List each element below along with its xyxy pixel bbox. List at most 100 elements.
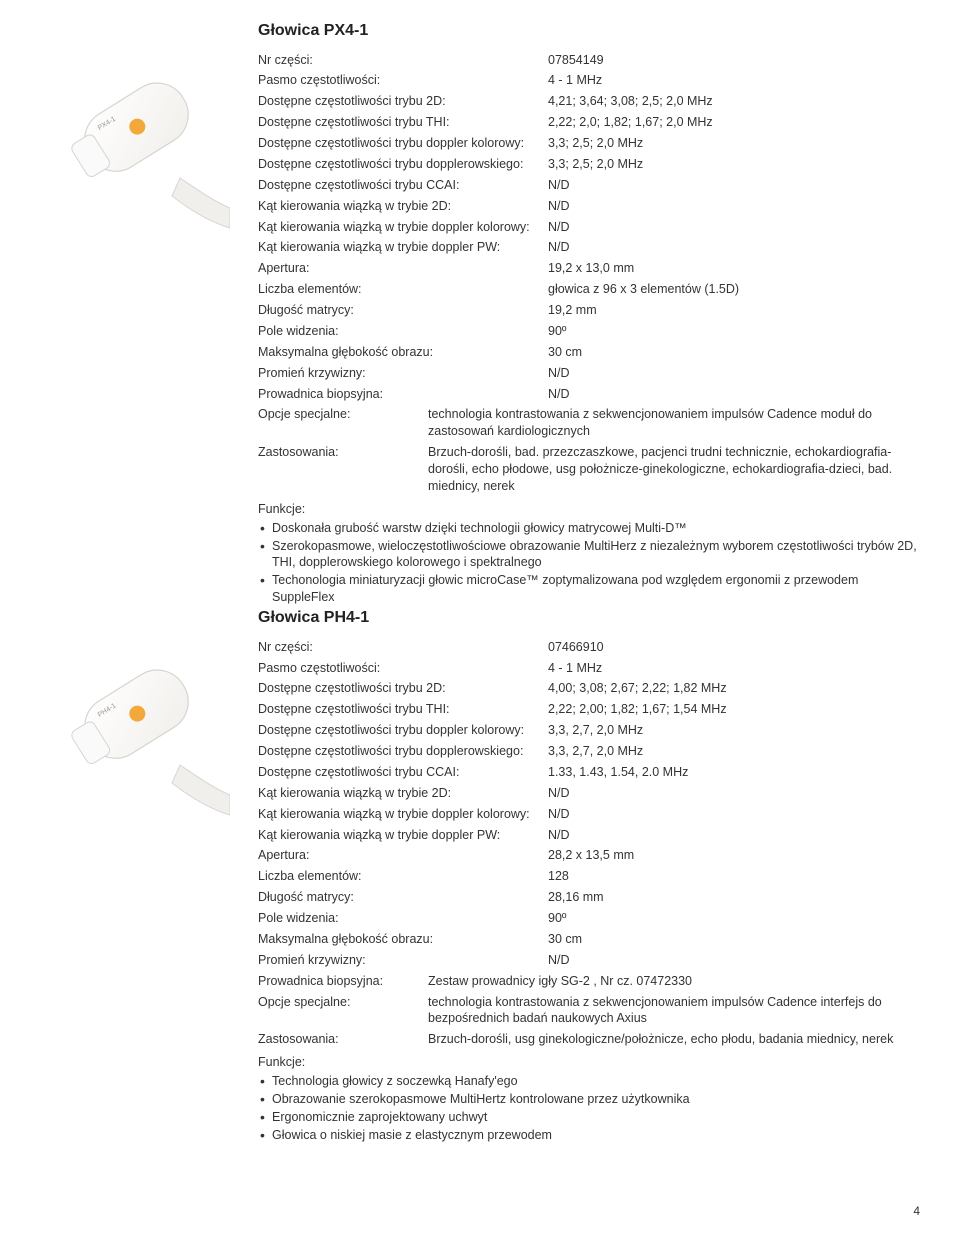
probe-icon: PX4-1 xyxy=(30,30,230,230)
spec-value: 90º xyxy=(548,323,920,340)
function-item: Doskonała grubość warstw dzięki technolo… xyxy=(258,520,920,537)
spec-label: Nr części: xyxy=(258,639,548,656)
spec-row: Dostępne częstotliwości trybu THI:2,22; … xyxy=(258,112,920,133)
spec-value: N/D xyxy=(548,806,920,823)
spec-value: N/D xyxy=(548,239,920,256)
spec-label: Prowadnica biopsyjna: xyxy=(258,386,548,403)
spec-value: 3,3; 2,5; 2,0 MHz xyxy=(548,156,920,173)
function-item: Ergonomicznie zaprojektowany uchwyt xyxy=(258,1109,920,1126)
spec-row: Promień krzywizny:N/D xyxy=(258,363,920,384)
spec-label: Dostępne częstotliwości trybu dopplerows… xyxy=(258,156,548,173)
function-item: Obrazowanie szerokopasmowe MultiHertz ko… xyxy=(258,1091,920,1108)
spec-row: Dostępne częstotliwości trybu CCAI:1.33,… xyxy=(258,762,920,783)
spec-row: Dostępne częstotliwości trybu CCAI:N/D xyxy=(258,175,920,196)
spec-label: Pole widzenia: xyxy=(258,323,548,340)
spec-label: Dostępne częstotliwości trybu doppler ko… xyxy=(258,135,548,152)
spec-label: Promień krzywizny: xyxy=(258,952,548,969)
spec-value: Zestaw prowadnicy igły SG-2 , Nr cz. 074… xyxy=(428,973,920,990)
spec-label: Liczba elementów: xyxy=(258,281,548,298)
spec-label: Liczba elementów: xyxy=(258,868,548,885)
spec-value: 4 - 1 MHz xyxy=(548,660,920,677)
spec-value: 28,16 mm xyxy=(548,889,920,906)
spec-value: 3,3, 2,7, 2,0 MHz xyxy=(548,743,920,760)
spec-value: N/D xyxy=(548,365,920,382)
spec-label: Prowadnica biopsyjna: xyxy=(258,973,428,990)
function-item: Szerokopasmowe, wieloczęstotliwościowe o… xyxy=(258,538,920,572)
spec-row: Dostępne częstotliwości trybu dopplerows… xyxy=(258,741,920,762)
spec-value: głowica z 96 x 3 elementów (1.5D) xyxy=(548,281,920,298)
probe-image-col: PH4-1 xyxy=(20,607,240,1144)
spec-row: Apertura:19,2 x 13,0 mm xyxy=(258,258,920,279)
spec-value: Brzuch-dorośli, bad. przezczaszkowe, pac… xyxy=(428,444,920,495)
spec-value: 4 - 1 MHz xyxy=(548,72,920,89)
spec-row-wide: Opcje specjalne:technologia kontrastowan… xyxy=(258,404,920,442)
spec-row: Kąt kierowania wiązką w trybie 2D:N/D xyxy=(258,196,920,217)
spec-value: 2,22; 2,0; 1,82; 1,67; 2,0 MHz xyxy=(548,114,920,131)
spec-row: Dostępne częstotliwości trybu THI:2,22; … xyxy=(258,699,920,720)
spec-value: N/D xyxy=(548,177,920,194)
spec-row: Dostępne częstotliwości trybu 2D:4,21; 3… xyxy=(258,91,920,112)
spec-row: Maksymalna głębokość obrazu:30 cm xyxy=(258,929,920,950)
spec-column: Głowica PX4-1 Nr części:07854149Pasmo czę… xyxy=(258,20,920,607)
spec-row: Dostępne częstotliwości trybu dopplerows… xyxy=(258,154,920,175)
spec-value: N/D xyxy=(548,952,920,969)
spec-label: Pole widzenia: xyxy=(258,910,548,927)
products-container: PX4-1 Głowica PX4-1 Nr części:07854149Pasm… xyxy=(20,20,920,1145)
spec-row: Kąt kierowania wiązką w trybie doppler P… xyxy=(258,237,920,258)
spec-label: Kąt kierowania wiązką w trybie doppler k… xyxy=(258,219,548,236)
product-block: PH4-1Głowica PH4-1Nr części:07466910Pasm… xyxy=(20,607,920,1144)
spec-label: Kąt kierowania wiązką w trybie doppler P… xyxy=(258,827,548,844)
spec-row: Dostępne częstotliwości trybu 2D:4,00; 3… xyxy=(258,678,920,699)
spec-value: technologia kontrastowania z sekwencjono… xyxy=(428,994,920,1028)
spec-row: Nr części:07466910 xyxy=(258,637,920,658)
spec-row: Apertura:28,2 x 13,5 mm xyxy=(258,845,920,866)
spec-label: Apertura: xyxy=(258,847,548,864)
spec-value: 128 xyxy=(548,868,920,885)
product-block: PX4-1 Głowica PX4-1 Nr części:07854149Pasm… xyxy=(20,20,920,607)
spec-label: Zastosowania: xyxy=(258,1031,428,1048)
functions-heading: Funkcje: xyxy=(258,1054,920,1071)
spec-label: Dostępne częstotliwości trybu CCAI: xyxy=(258,177,548,194)
spec-row: Pasmo częstotliwości:4 - 1 MHz xyxy=(258,70,920,91)
spec-value: 4,00; 3,08; 2,67; 2,22; 1,82 MHz xyxy=(548,680,920,697)
spec-label: Dostępne częstotliwości trybu dopplerows… xyxy=(258,743,548,760)
spec-row: Prowadnica biopsyjna:N/D xyxy=(258,384,920,405)
spec-value: N/D xyxy=(548,219,920,236)
spec-row: Pole widzenia:90º xyxy=(258,321,920,342)
spec-row: Pole widzenia:90º xyxy=(258,908,920,929)
spec-value: 30 cm xyxy=(548,344,920,361)
spec-label: Długość matrycy: xyxy=(258,889,548,906)
spec-label: Promień krzywizny: xyxy=(258,365,548,382)
function-item: Technologia głowicy z soczewką Hanafy'eg… xyxy=(258,1073,920,1090)
spec-row: Nr części:07854149 xyxy=(258,50,920,71)
product-title: Głowica PX4-1 xyxy=(258,20,920,42)
spec-value: N/D xyxy=(548,827,920,844)
spec-column: Głowica PH4-1Nr części:07466910Pasmo czę… xyxy=(258,607,920,1144)
spec-label: Kąt kierowania wiązką w trybie doppler k… xyxy=(258,806,548,823)
functions-heading: Funkcje: xyxy=(258,501,920,518)
spec-value: 1.33, 1.43, 1.54, 2.0 MHz xyxy=(548,764,920,781)
spec-label: Pasmo częstotliwości: xyxy=(258,72,548,89)
spec-value: 19,2 x 13,0 mm xyxy=(548,260,920,277)
spec-label: Dostępne częstotliwości trybu THI: xyxy=(258,114,548,131)
spec-row: Promień krzywizny:N/D xyxy=(258,950,920,971)
spec-value: 07466910 xyxy=(548,639,920,656)
spec-label: Dostępne częstotliwości trybu CCAI: xyxy=(258,764,548,781)
function-item: Głowica o niskiej masie z elastycznym pr… xyxy=(258,1127,920,1144)
spec-value: N/D xyxy=(548,386,920,403)
spec-label: Maksymalna głębokość obrazu: xyxy=(258,344,548,361)
functions-list: Technologia głowicy z soczewką Hanafy'eg… xyxy=(258,1073,920,1144)
probe-icon: PH4-1 xyxy=(30,617,230,817)
spec-row: Liczba elementów:głowica z 96 x 3 elemen… xyxy=(258,279,920,300)
spec-label: Nr części: xyxy=(258,52,548,69)
spec-label: Długość matrycy: xyxy=(258,302,548,319)
page-root: PX4-1 Głowica PX4-1 Nr części:07854149Pasm… xyxy=(20,20,920,1219)
spec-label: Dostępne częstotliwości trybu 2D: xyxy=(258,93,548,110)
spec-label: Kąt kierowania wiązką w trybie 2D: xyxy=(258,198,548,215)
spec-label: Apertura: xyxy=(258,260,548,277)
spec-value: N/D xyxy=(548,198,920,215)
spec-label: Kąt kierowania wiązką w trybie doppler P… xyxy=(258,239,548,256)
spec-value: 4,21; 3,64; 3,08; 2,5; 2,0 MHz xyxy=(548,93,920,110)
spec-label: Maksymalna głębokość obrazu: xyxy=(258,931,548,948)
spec-value: N/D xyxy=(548,785,920,802)
